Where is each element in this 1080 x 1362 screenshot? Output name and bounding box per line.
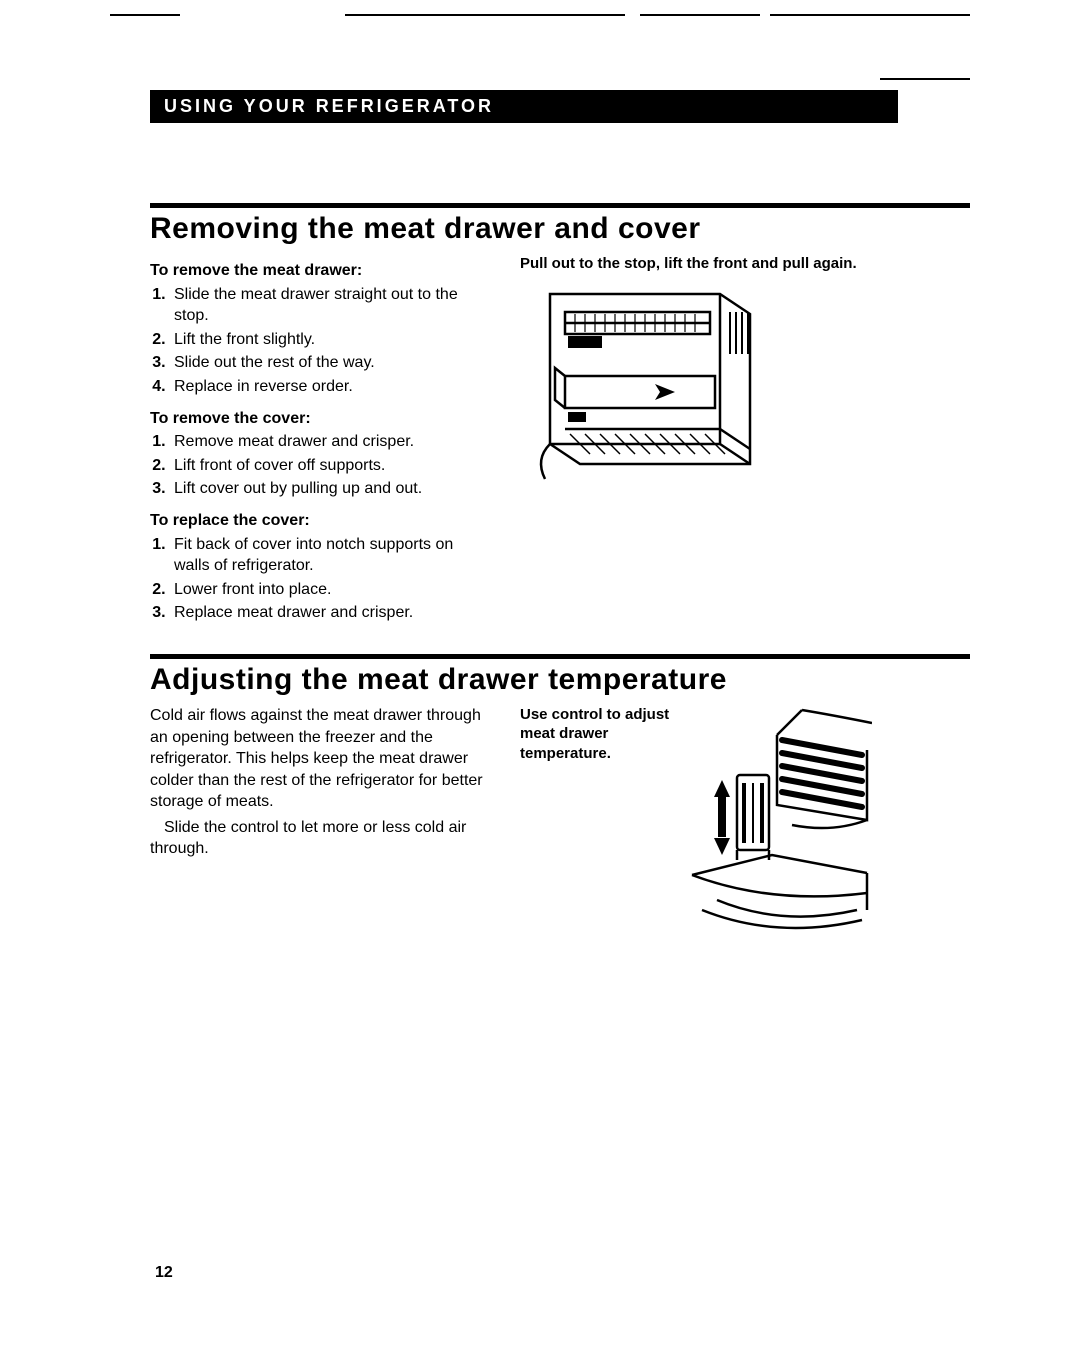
chapter-title: USING YOUR REFRIGERATOR xyxy=(164,96,494,116)
illustration-caption: Pull out to the stop, lift the front and… xyxy=(520,254,970,274)
illustration-column: Pull out to the stop, lift the front and… xyxy=(520,254,970,634)
illustration-column: Use control to adjust meat drawer temper… xyxy=(520,705,970,935)
subhead-remove-drawer: To remove the meat drawer: xyxy=(150,260,490,282)
steps-remove-cover: Remove meat drawer and crisper. Lift fro… xyxy=(150,431,490,500)
page-number: 12 xyxy=(155,1264,173,1282)
instructions-column: To remove the meat drawer: Slide the mea… xyxy=(150,254,490,634)
paragraph: Cold air flows against the meat drawer t… xyxy=(150,705,490,813)
section-title: Adjusting the meat drawer temperature xyxy=(150,663,970,697)
section-title: Removing the meat drawer and cover xyxy=(150,212,970,246)
section-columns: To remove the meat drawer: Slide the mea… xyxy=(150,254,970,634)
subhead-replace-cover: To replace the cover: xyxy=(150,510,490,532)
scan-artifact-tick xyxy=(880,78,970,80)
section-rule xyxy=(150,654,970,659)
temperature-control-icon xyxy=(682,705,872,935)
fridge-interior-icon xyxy=(520,284,770,484)
step: Lower front into place. xyxy=(170,579,490,601)
subhead-remove-cover: To remove the cover: xyxy=(150,408,490,430)
section-columns: Cold air flows against the meat drawer t… xyxy=(150,705,970,935)
step: Slide the meat drawer straight out to th… xyxy=(170,284,490,327)
section-rule xyxy=(150,203,970,208)
manual-page: USING YOUR REFRIGERATOR Removing the mea… xyxy=(0,0,1080,1362)
section-adjusting-temperature: Adjusting the meat drawer temperature Co… xyxy=(150,654,970,935)
step: Lift cover out by pulling up and out. xyxy=(170,478,490,500)
paragraph: Slide the control to let more or less co… xyxy=(150,817,490,860)
step: Lift front of cover off supports. xyxy=(170,455,490,477)
chapter-header: USING YOUR REFRIGERATOR xyxy=(150,90,898,123)
scan-artifact-top xyxy=(0,14,1080,18)
steps-remove-drawer: Slide the meat drawer straight out to th… xyxy=(150,284,490,398)
step: Fit back of cover into notch supports on… xyxy=(170,534,490,577)
description-column: Cold air flows against the meat drawer t… xyxy=(150,705,490,935)
step: Slide out the rest of the way. xyxy=(170,352,490,374)
step: Lift the front slightly. xyxy=(170,329,490,351)
section-removing-drawer: Removing the meat drawer and cover To re… xyxy=(150,203,970,634)
steps-replace-cover: Fit back of cover into notch supports on… xyxy=(150,534,490,624)
illustration-caption: Use control to adjust meat drawer temper… xyxy=(520,705,670,925)
step: Replace meat drawer and crisper. xyxy=(170,602,490,624)
step: Replace in reverse order. xyxy=(170,376,490,398)
step: Remove meat drawer and crisper. xyxy=(170,431,490,453)
